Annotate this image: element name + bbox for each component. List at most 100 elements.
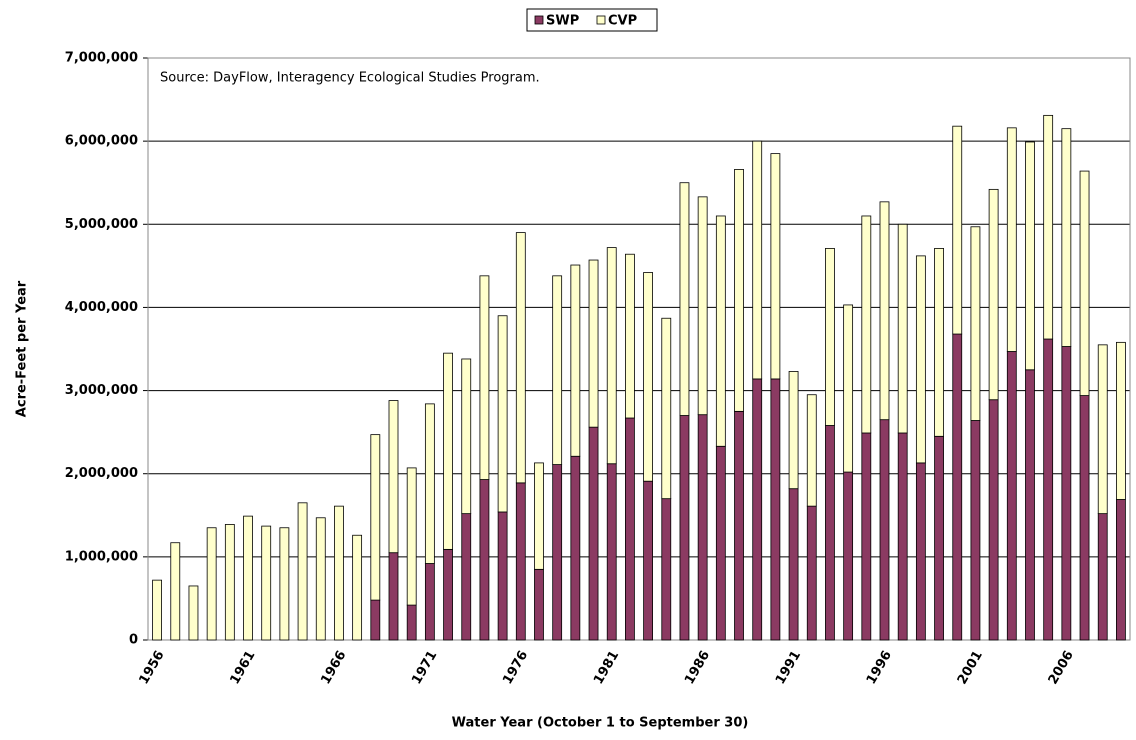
bar	[170, 542, 181, 641]
bar	[334, 505, 344, 641]
bar	[388, 552, 399, 641]
bar	[443, 548, 453, 641]
bar	[897, 432, 908, 641]
bar	[443, 352, 453, 550]
bar	[661, 317, 672, 500]
bar	[625, 253, 635, 419]
bar	[224, 524, 235, 641]
bar	[1116, 499, 1126, 641]
bar	[788, 488, 799, 641]
x-tick-label: 1961	[227, 648, 258, 687]
bar	[261, 525, 272, 641]
bar	[970, 420, 981, 641]
bar	[188, 585, 199, 641]
bar	[734, 410, 744, 641]
bar	[1116, 341, 1126, 500]
bar	[1097, 344, 1108, 515]
bar	[770, 153, 781, 380]
y-tick-label: 4,000,000	[65, 300, 138, 315]
x-tick-label: 1956	[137, 648, 168, 687]
bar	[552, 275, 563, 465]
bar	[297, 502, 308, 641]
bar	[879, 201, 890, 421]
bar	[988, 188, 999, 401]
x-tick-label: 1991	[773, 648, 804, 687]
y-tick-label: 0	[129, 633, 138, 648]
legend-swatch	[534, 15, 544, 25]
bar	[424, 403, 435, 564]
bar	[1006, 127, 1017, 352]
bar	[970, 226, 981, 421]
bar	[643, 480, 653, 641]
y-tick-label: 3,000,000	[65, 383, 138, 398]
bar	[697, 196, 708, 416]
x-axis-label: Water Year (October 1 to September 30)	[452, 716, 749, 731]
bar	[1006, 351, 1017, 641]
bar	[825, 425, 835, 641]
bar	[570, 264, 581, 457]
bar	[497, 511, 508, 641]
bar	[934, 247, 944, 437]
bar	[388, 400, 399, 554]
bar	[915, 255, 926, 464]
legend-label: SWP	[546, 14, 579, 29]
bar	[515, 482, 526, 641]
bar	[315, 517, 326, 641]
bar	[988, 399, 999, 641]
bar	[406, 467, 417, 606]
bar	[279, 527, 290, 641]
bar	[843, 471, 854, 641]
bar	[825, 247, 835, 426]
bar	[352, 534, 363, 641]
y-tick-label: 2,000,000	[65, 466, 138, 481]
bar	[1097, 513, 1108, 641]
y-tick-label: 7,000,000	[65, 51, 138, 66]
bar	[679, 182, 690, 416]
bar	[897, 223, 908, 434]
bar	[424, 563, 435, 641]
bar	[370, 434, 381, 601]
bar	[606, 463, 617, 641]
bar	[515, 232, 526, 484]
bar	[715, 215, 726, 447]
bar	[1061, 346, 1072, 641]
legend-label: CVP	[608, 14, 637, 29]
annotation: Source: DayFlow, Interagency Ecological …	[160, 71, 540, 86]
y-axis-label: Acre-Feet per Year	[15, 280, 30, 417]
y-tick-label: 6,000,000	[65, 134, 138, 149]
bar	[461, 358, 472, 515]
x-tick-label: 1981	[591, 648, 622, 687]
bar	[152, 579, 162, 641]
bar	[679, 415, 690, 641]
bar	[752, 378, 763, 641]
x-tick-label: 1986	[682, 648, 713, 687]
y-tick-label: 1,000,000	[65, 549, 138, 564]
plot-border	[147, 57, 1131, 641]
bar	[588, 259, 599, 428]
legend-swatch	[596, 15, 606, 25]
bar	[243, 515, 253, 641]
bar	[843, 304, 854, 473]
bar	[588, 426, 599, 641]
x-tick-label: 1996	[864, 648, 895, 687]
bar	[370, 599, 381, 641]
x-tick-label: 2006	[1046, 648, 1077, 687]
bar	[206, 527, 217, 641]
bar	[788, 371, 799, 490]
x-tick-label: 1971	[409, 648, 440, 687]
bar	[1079, 170, 1090, 396]
bar	[406, 604, 417, 641]
bar	[1025, 141, 1035, 371]
x-tick-label: 1976	[500, 648, 531, 687]
bar	[734, 169, 744, 412]
bar	[806, 505, 817, 641]
bar	[643, 272, 653, 482]
bar	[606, 247, 617, 465]
bar	[934, 435, 944, 641]
bar	[1061, 128, 1072, 347]
bar	[625, 417, 635, 641]
bar	[770, 378, 781, 641]
bar	[806, 394, 817, 507]
bar	[1043, 338, 1054, 641]
